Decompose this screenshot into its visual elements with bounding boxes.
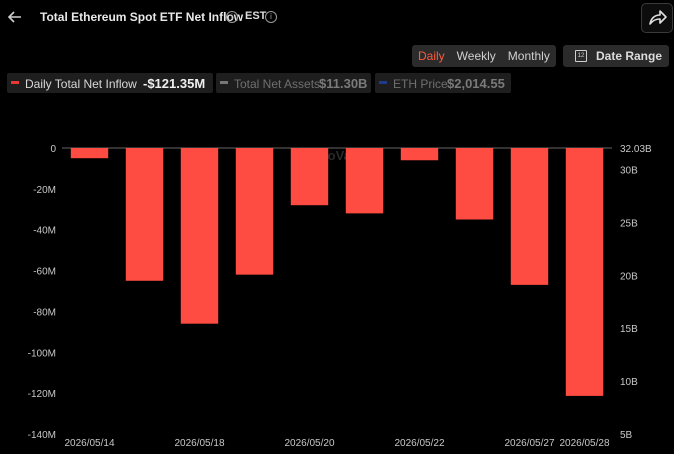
period-monthly-tab[interactable]: Monthly (507, 49, 550, 63)
legend-eth-price[interactable]: ETH Price $2,014.55 (375, 73, 511, 93)
share-button[interactable] (641, 3, 673, 33)
bar (345, 148, 384, 214)
y-tick-label: -140M (28, 430, 56, 441)
bar (400, 148, 439, 161)
y-tick-label: 0 (50, 144, 56, 155)
period-daily-tab[interactable]: Daily (418, 49, 445, 63)
y2-tick-label: 20B (620, 271, 638, 282)
y2-tick-label: 25B (620, 218, 638, 229)
legend-daily-net-inflow[interactable]: Daily Total Net Inflow -$121.35M (7, 73, 213, 93)
bar (235, 148, 274, 275)
x-tick-label: 2026/05/27 (504, 438, 554, 449)
bar (180, 148, 219, 324)
page-title: Total Ethereum Spot ETF Net Inflow (40, 10, 244, 24)
bar (70, 148, 109, 159)
info-icon[interactable]: i (226, 11, 238, 23)
bar (125, 148, 164, 281)
date-range-label: Date Range (596, 49, 663, 63)
bar (510, 148, 549, 285)
x-tick-label: 2026/05/14 (64, 438, 114, 449)
calendar-icon: 12 (575, 50, 587, 62)
y2-tick-label: 10B (620, 377, 638, 388)
x-tick-label: 2026/05/22 (394, 438, 444, 449)
legend-swatch (220, 81, 228, 84)
legend-swatch (379, 81, 387, 84)
legend-label: ETH Price (393, 77, 448, 91)
y-tick-label: -20M (33, 185, 56, 196)
y2-tick-label: 30B (620, 165, 638, 176)
x-tick-label: 2026/05/20 (284, 438, 334, 449)
period-selector: Daily Weekly Monthly (412, 45, 556, 67)
y-tick-label: -60M (33, 267, 56, 278)
period-weekly-tab[interactable]: Weekly (456, 49, 496, 63)
x-tick-label: 2026/05/18 (174, 438, 224, 449)
bar-chart: SoSoValue0-20M-40M-60M-80M-100M-120M-140… (28, 144, 652, 449)
legend-label: Total Net Assets (234, 77, 321, 91)
y-tick-label: -120M (28, 389, 56, 400)
timezone-label: EST (245, 10, 267, 22)
legend-value: -$121.35M (143, 76, 206, 91)
bar (290, 148, 329, 206)
y-tick-label: -80M (33, 307, 56, 318)
y2-tick-label: 32.03B (620, 144, 652, 155)
back-arrow-icon[interactable] (6, 8, 24, 26)
y-tick-label: -100M (28, 348, 56, 359)
timezone-info-icon[interactable]: i (265, 11, 277, 23)
legend-value: $2,014.55 (447, 76, 505, 91)
x-tick-label: 2026/05/28 (559, 438, 609, 449)
legend-label: Daily Total Net Inflow (25, 77, 137, 91)
legend-swatch (11, 81, 19, 84)
bar (455, 148, 494, 220)
date-range-button[interactable]: 12 Date Range (563, 45, 669, 67)
legend-total-net-assets[interactable]: Total Net Assets $11.30B (216, 73, 371, 93)
y2-tick-label: 5B (620, 430, 633, 441)
legend-value: $11.30B (319, 76, 368, 91)
top-bar: Total Ethereum Spot ETF Net Inflow i EST… (0, 0, 674, 36)
y2-tick-label: 15B (620, 324, 638, 335)
share-icon (649, 10, 667, 25)
bar (565, 148, 604, 396)
y-tick-label: -40M (33, 226, 56, 237)
